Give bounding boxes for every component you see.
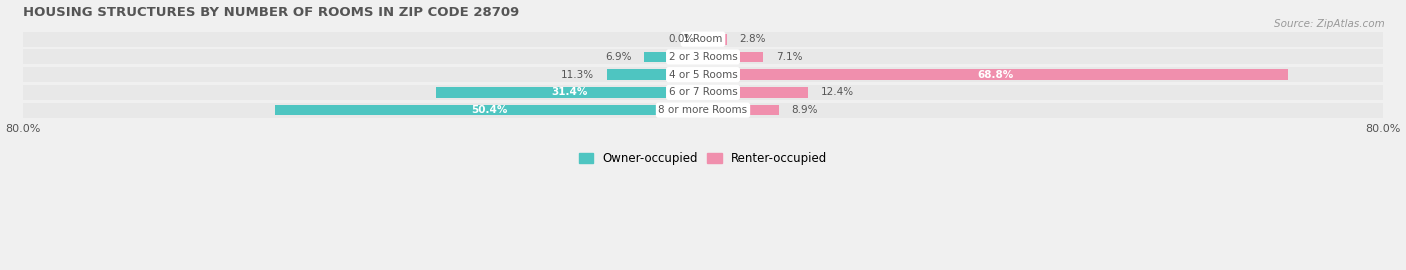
Text: HOUSING STRUCTURES BY NUMBER OF ROOMS IN ZIP CODE 28709: HOUSING STRUCTURES BY NUMBER OF ROOMS IN… [24, 6, 519, 19]
Text: 4 or 5 Rooms: 4 or 5 Rooms [669, 70, 737, 80]
Bar [644, 52, 703, 62]
Bar [703, 87, 808, 98]
Text: 11.3%: 11.3% [561, 70, 595, 80]
Text: 2.8%: 2.8% [740, 34, 766, 44]
Bar [703, 105, 779, 115]
Text: 6.9%: 6.9% [605, 52, 631, 62]
Bar [24, 67, 1382, 82]
Text: 8.9%: 8.9% [792, 105, 818, 115]
Text: 6 or 7 Rooms: 6 or 7 Rooms [669, 87, 737, 97]
Text: 7.1%: 7.1% [776, 52, 803, 62]
Text: 68.8%: 68.8% [977, 70, 1014, 80]
Bar [24, 32, 1382, 47]
Bar [274, 105, 703, 115]
Text: 50.4%: 50.4% [471, 105, 508, 115]
Text: 8 or more Rooms: 8 or more Rooms [658, 105, 748, 115]
Legend: Owner-occupied, Renter-occupied: Owner-occupied, Renter-occupied [574, 147, 832, 170]
Bar [24, 103, 1382, 118]
Text: 2 or 3 Rooms: 2 or 3 Rooms [669, 52, 737, 62]
Bar [703, 52, 763, 62]
Bar [24, 49, 1382, 65]
Text: 12.4%: 12.4% [821, 87, 855, 97]
Bar [703, 34, 727, 45]
Bar [607, 69, 703, 80]
Bar [703, 69, 1288, 80]
Bar [24, 85, 1382, 100]
Text: 31.4%: 31.4% [551, 87, 588, 97]
Text: Source: ZipAtlas.com: Source: ZipAtlas.com [1274, 19, 1385, 29]
Bar [436, 87, 703, 98]
Text: 0.0%: 0.0% [668, 34, 695, 44]
Text: 1 Room: 1 Room [683, 34, 723, 44]
